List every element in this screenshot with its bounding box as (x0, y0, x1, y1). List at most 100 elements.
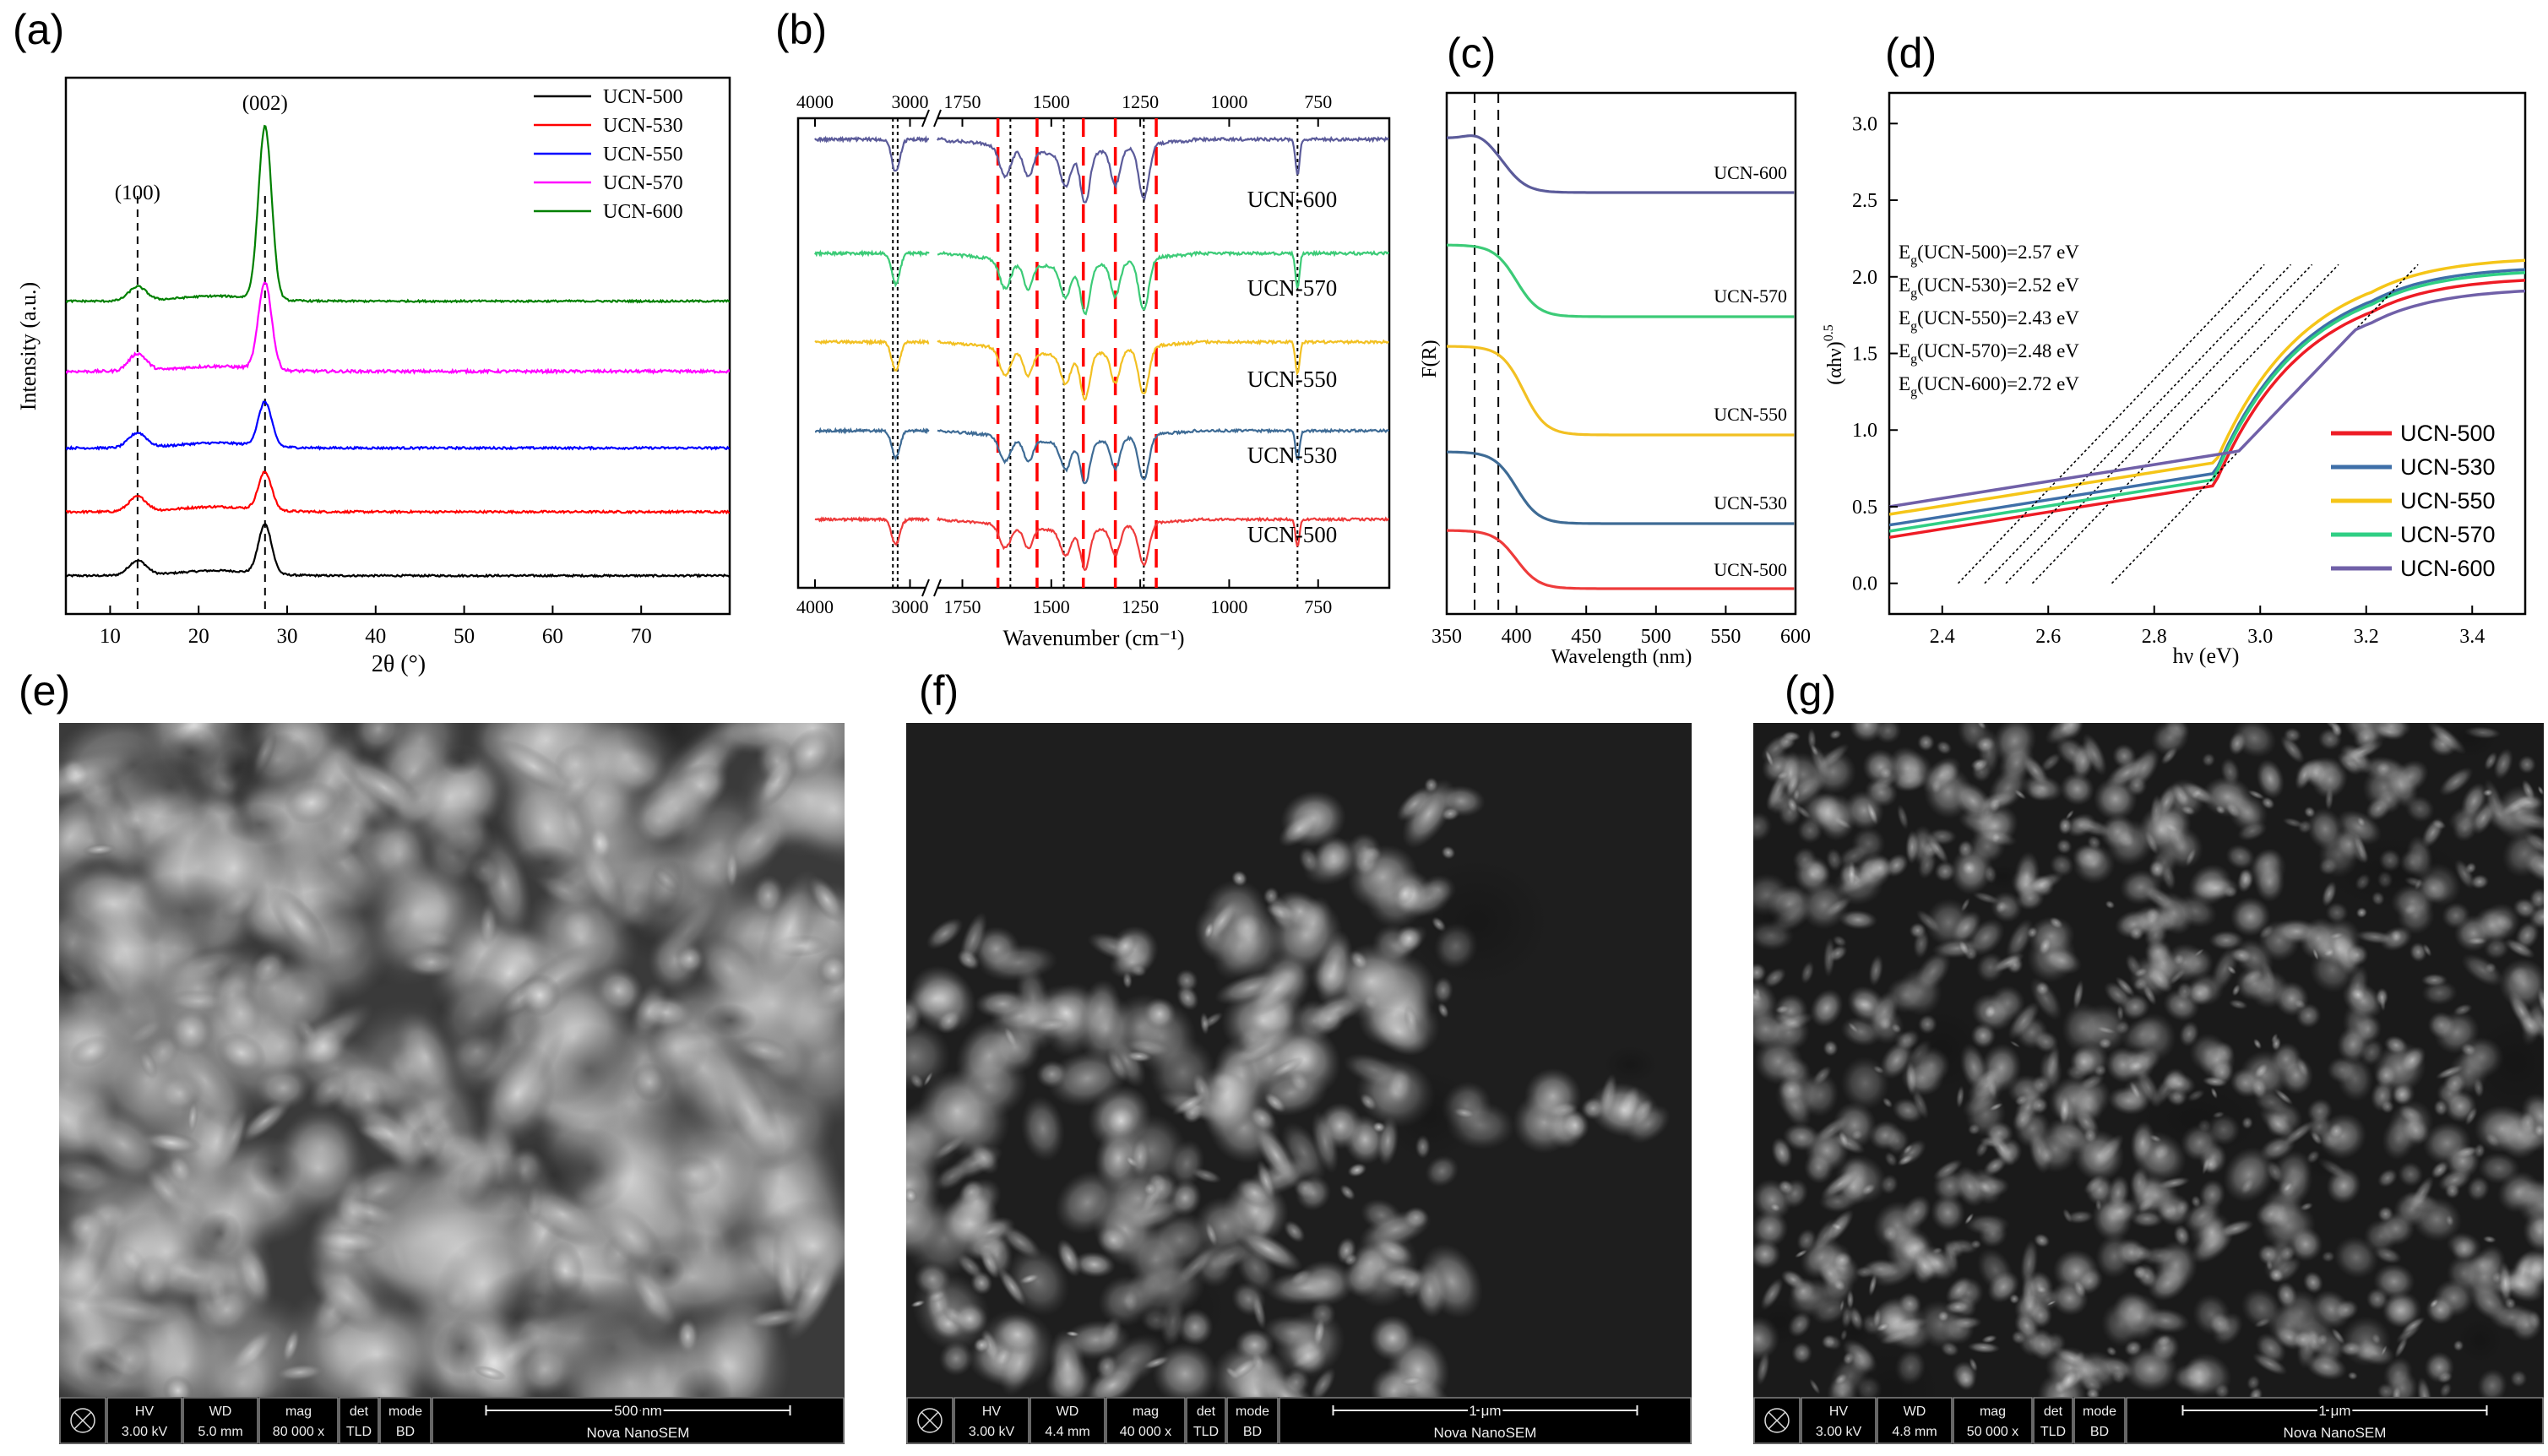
sem-header-wd: WD (1057, 1404, 1079, 1419)
sem-info-bar: HV 3.00 kV WD 5.0 mm mag 80 000 x det TLD mode BD… (59, 1397, 845, 1444)
axis-break-mark (921, 109, 930, 128)
plot-frame (1445, 91, 1797, 616)
fei-logo-icon (1764, 1408, 1790, 1433)
x-axis-label: Wavelength (nm) (1551, 646, 1692, 668)
x-tick-label-top: 4000 (796, 91, 834, 112)
x-axis-label: hν (eV) (2173, 644, 2240, 668)
legend-label: UCN-570 (603, 172, 683, 194)
x-tick-label: 400 (1502, 626, 1532, 648)
axis-break-gap (926, 110, 937, 127)
y-tick-label: 0.5 (1852, 497, 1877, 519)
scale-bar-label: 500 nm (614, 1403, 662, 1419)
x-axis-label: Wavenumber (cm⁻¹) (1002, 626, 1184, 650)
bandgap-label: Eg(UCN-570)=2.48 eV (1899, 340, 2079, 367)
series-line-ucn-570 (66, 281, 730, 375)
axis-break-mark (933, 579, 942, 597)
x-tick-label-top: 1500 (1033, 91, 1070, 112)
series-line-ucn-550 (814, 338, 1389, 402)
x-tick-label: 1250 (1122, 596, 1159, 617)
panel-label-c: (c) (1447, 30, 1496, 77)
x-tick-label: 3.4 (2459, 626, 2485, 648)
legend-label: UCN-530 (2400, 454, 2496, 480)
x-axis-label: 2θ (°) (372, 651, 426, 677)
x-tick-label: 600 (1780, 626, 1811, 648)
series-label: UCN-530 (1247, 443, 1338, 468)
axis-break-gap (926, 579, 937, 596)
instrument-name: Nova NanoSEM (1434, 1425, 1537, 1441)
legend-label: UCN-550 (603, 144, 683, 166)
legend: UCN-500 UCN-530 UCN-550 UCN-570 UCN-600 (534, 86, 683, 223)
x-tick-label: 20 (188, 625, 209, 648)
series-line-ucn-550 (66, 400, 730, 451)
series-line-ucn-570 (1447, 243, 1795, 318)
sem-header-mode: mode (388, 1404, 422, 1419)
x-tick-label: 550 (1710, 626, 1741, 648)
series-line-ucn-600 (66, 124, 730, 304)
bandgap-label: Eg(UCN-530)=2.52 eV (1899, 274, 2079, 301)
series-line-ucn-500 (1447, 529, 1795, 590)
y-tick-label: 0.0 (1852, 573, 1877, 595)
legend-label: UCN-530 (603, 115, 683, 137)
sem-value-det: TLD (1193, 1425, 1219, 1439)
x-tick-label-top: 3000 (892, 91, 929, 112)
peak-annotation: (002) (242, 92, 288, 115)
legend: UCN-500 UCN-530 UCN-550 UCN-570 UCN-600 (2331, 421, 2496, 581)
series-label: UCN-600 (1714, 162, 1787, 183)
series-line-ucn-550 (1889, 258, 2525, 516)
x-tick-label-top: 1250 (1122, 91, 1159, 112)
sem-header-mag: mag (285, 1404, 312, 1419)
x-tick-label: 40 (365, 625, 386, 648)
sem-micrograph (59, 723, 845, 1397)
x-tick-label: 3.0 (2247, 626, 2273, 648)
x-tick-label: 1500 (1033, 596, 1070, 617)
sem-micrograph (906, 723, 1692, 1397)
y-tick-label: 1.0 (1852, 420, 1877, 442)
series-line-ucn-600 (814, 135, 1389, 204)
sem-value-hv: 3.00 kV (969, 1425, 1015, 1439)
sem-image-g: HV 3.00 kV WD 4.8 mm mag 50 000 x det TLD mode BD… (1753, 723, 2544, 1444)
series-label: UCN-570 (1247, 275, 1338, 301)
series-label: UCN-500 (1247, 522, 1338, 547)
tauc-chart: 2.4 2.6 2.8 3.0 3.2 3.40.00.51.01.52.02.53.0 … (1822, 91, 2527, 668)
sem-header-det: det (1197, 1404, 1216, 1419)
series-line-ucn-570 (814, 249, 1389, 316)
sem-image-f: HV 3.00 kV WD 4.4 mm mag 40 000 x det TLD mode BD… (906, 723, 1692, 1444)
sem-value-wd: 4.8 mm (1892, 1425, 1937, 1439)
series-label: UCN-550 (1247, 367, 1338, 392)
series-line-ucn-530 (1889, 268, 2525, 527)
series-label: UCN-550 (1714, 404, 1787, 425)
x-tick-label: 2.6 (2035, 626, 2061, 648)
y-tick-label: 2.0 (1852, 267, 1877, 289)
x-tick-label: 1750 (943, 596, 981, 617)
x-tick-label: 350 (1432, 626, 1462, 648)
peak-annotation: (100) (115, 182, 160, 204)
sem-header-det: det (350, 1404, 369, 1419)
fei-logo-icon (70, 1408, 95, 1433)
sem-value-mag: 40 000 x (1120, 1425, 1171, 1439)
x-tick-label: 60 (542, 625, 563, 648)
sem-value-det: TLD (346, 1425, 372, 1439)
sem-value-mag: 50 000 x (1967, 1425, 2018, 1439)
series-line-ucn-500 (66, 523, 730, 579)
series-label: UCN-570 (1714, 285, 1787, 307)
sem-value-mode: BD (1243, 1425, 1262, 1439)
y-tick-label: 2.5 (1852, 190, 1877, 212)
x-tick-label: 50 (454, 625, 475, 648)
legend-label: UCN-600 (2400, 556, 2496, 581)
sem-image-e: HV 3.00 kV WD 5.0 mm mag 80 000 x det TLD mode BD… (59, 723, 845, 1444)
x-tick-label-top: 750 (1304, 91, 1332, 112)
sem-info-bar: HV 3.00 kV WD 4.4 mm mag 40 000 x det TLD mode BD… (906, 1397, 1692, 1444)
bandgap-label: Eg(UCN-550)=2.43 eV (1899, 307, 2079, 334)
sem-header-mag: mag (1133, 1404, 1159, 1419)
series-label: UCN-500 (1714, 559, 1787, 580)
sem-header-mag: mag (1980, 1404, 2006, 1419)
bandgap-annotations: Eg(UCN-500)=2.57 eV Eg(UCN-530)=2.52 eV Eg… (1899, 242, 2079, 399)
x-tick-label: 3000 (892, 596, 929, 617)
x-tick-label: 450 (1571, 626, 1601, 648)
sem-header-mode: mode (1236, 1404, 1269, 1419)
sem-value-hv: 3.00 kV (122, 1425, 168, 1439)
scale-bar-label: 1 μm (1469, 1403, 1501, 1419)
panel-label-e: (e) (19, 667, 70, 714)
series-line-ucn-550 (1447, 345, 1795, 437)
